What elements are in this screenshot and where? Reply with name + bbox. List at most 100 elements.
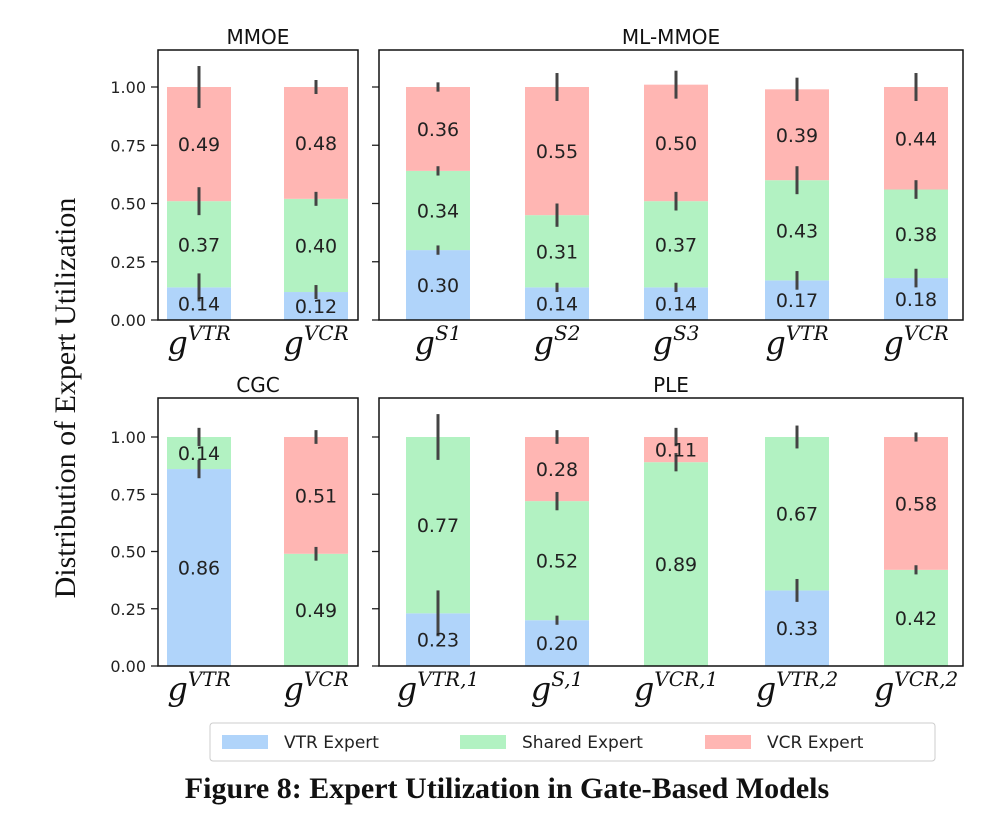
bar-shared-expert bbox=[525, 501, 589, 621]
axes-frame bbox=[378, 397, 964, 667]
data-label: 0.52 bbox=[536, 551, 578, 573]
x-tick-label: gS3 bbox=[653, 321, 700, 362]
data-label: 0.67 bbox=[776, 504, 818, 526]
data-label: 0.37 bbox=[655, 234, 697, 256]
y-tick-label: 1.00 bbox=[110, 428, 146, 447]
bar-shared-expert bbox=[884, 189, 948, 279]
bar-shared-expert bbox=[525, 215, 589, 288]
subplot-mmoe: MMOE 0.00 0.25 0.50 0.75 1.00 0.14 0.37 0.49 gVTR… bbox=[110, 25, 359, 362]
data-label: 0.49 bbox=[178, 134, 220, 156]
x-tick-label: gVTR,1 bbox=[397, 667, 479, 708]
legend-entry: VTR Expert bbox=[284, 733, 379, 753]
subplot-cgc: CGC 0.00 0.25 0.50 0.75 1.00 0.86 0.14 gVTR 0.49 0… bbox=[110, 373, 359, 708]
data-label: 0.14 bbox=[178, 443, 220, 465]
bar-shared-expert bbox=[765, 437, 829, 591]
bar-vcr-expert bbox=[525, 87, 589, 216]
bar-vtr-expert bbox=[525, 287, 589, 320]
data-label: 0.14 bbox=[536, 294, 578, 316]
legend-swatch bbox=[222, 735, 268, 749]
data-label: 0.34 bbox=[417, 200, 459, 222]
bar-vtr-expert bbox=[644, 287, 708, 320]
y-axis-label: Distribution of Expert Utilization bbox=[49, 198, 82, 599]
data-label: 0.39 bbox=[776, 125, 818, 147]
subplot-title: CGC bbox=[236, 373, 279, 397]
data-label: 0.50 bbox=[655, 133, 697, 155]
data-label: 0.58 bbox=[895, 493, 937, 515]
legend-swatch bbox=[705, 735, 751, 749]
x-tick-label: gVTR bbox=[167, 667, 230, 708]
subplot-ple: PLE 0.23 0.77 gVTR,1 0.20 0.52 0.28 gS,1 0.89 0.1… bbox=[372, 373, 964, 708]
subplot-title: PLE bbox=[653, 373, 689, 397]
bar-vcr-expert bbox=[284, 87, 348, 199]
data-label: 0.43 bbox=[776, 220, 818, 242]
legend-entry: VCR Expert bbox=[767, 733, 864, 753]
data-label: 0.37 bbox=[178, 234, 220, 256]
data-label: 0.77 bbox=[417, 515, 459, 537]
bar-shared-expert bbox=[284, 553, 348, 666]
x-tick-label: gS,1 bbox=[531, 667, 584, 708]
x-tick-label: gS2 bbox=[534, 321, 581, 362]
data-label: 0.14 bbox=[178, 294, 220, 316]
y-tick-label: 0.00 bbox=[110, 657, 146, 676]
data-label: 0.51 bbox=[295, 485, 337, 507]
data-label: 0.11 bbox=[655, 440, 697, 462]
axes-frame bbox=[157, 397, 359, 667]
legend-entry: Shared Expert bbox=[522, 733, 643, 753]
data-label: 0.17 bbox=[776, 290, 818, 312]
x-tick-label: gVTR bbox=[167, 321, 230, 362]
legend: VTR Expert Shared Expert VCR Expert bbox=[209, 722, 936, 762]
bar-vtr-expert bbox=[765, 590, 829, 666]
y-tick-label: 1.00 bbox=[110, 78, 146, 97]
data-label: 0.20 bbox=[536, 633, 578, 655]
data-label: 0.86 bbox=[178, 558, 220, 580]
y-tick-label: 0.00 bbox=[110, 311, 146, 330]
bar-shared-expert bbox=[284, 198, 348, 293]
bar-shared-expert bbox=[884, 569, 948, 666]
data-label: 0.38 bbox=[895, 224, 937, 246]
y-tick-label: 0.75 bbox=[110, 485, 146, 504]
bar-vcr-expert bbox=[884, 437, 948, 570]
subplot-title: ML-MMOE bbox=[622, 25, 720, 49]
bar-vtr-expert bbox=[167, 469, 231, 666]
bar-vcr-expert bbox=[765, 89, 829, 181]
y-tick-label: 0.50 bbox=[110, 543, 146, 562]
x-tick-label: gVCR bbox=[283, 321, 348, 362]
bar-vtr-expert bbox=[525, 620, 589, 666]
bar-vcr-expert bbox=[644, 84, 708, 202]
x-tick-label: gVTR bbox=[765, 321, 828, 362]
axes-frame bbox=[378, 49, 964, 321]
data-label: 0.55 bbox=[536, 141, 578, 163]
bar-vcr-expert bbox=[884, 87, 948, 190]
x-tick-label: gVCR bbox=[883, 321, 948, 362]
data-label: 0.30 bbox=[417, 275, 459, 297]
bar-vtr-expert bbox=[406, 250, 470, 320]
bar-shared-expert bbox=[406, 170, 470, 251]
x-tick-label: gS1 bbox=[415, 321, 462, 362]
bar-shared-expert bbox=[765, 180, 829, 281]
figure-caption: Figure 8: Expert Utilization in Gate-Bas… bbox=[185, 772, 829, 805]
y-tick-label: 0.75 bbox=[110, 136, 146, 155]
bar-shared-expert bbox=[644, 462, 708, 666]
data-label: 0.33 bbox=[776, 618, 818, 640]
data-label: 0.28 bbox=[536, 459, 578, 481]
legend-swatch bbox=[460, 735, 506, 749]
data-label: 0.18 bbox=[895, 289, 937, 311]
legend-frame bbox=[209, 722, 936, 762]
data-label: 0.12 bbox=[295, 296, 337, 318]
data-label: 0.23 bbox=[417, 630, 459, 652]
data-label: 0.49 bbox=[295, 600, 337, 622]
data-label: 0.44 bbox=[895, 128, 937, 150]
subplot-ml-mmoe: ML-MMOE 0.30 0.34 0.36 gS1 0.14 0.31 0.55 gS2 0.1… bbox=[372, 25, 964, 362]
bar-vcr-expert bbox=[525, 437, 589, 502]
data-label: 0.14 bbox=[655, 294, 697, 316]
x-tick-label: gVCR bbox=[283, 667, 348, 708]
bar-shared-expert bbox=[644, 201, 708, 288]
x-tick-label: gVCR,2 bbox=[874, 667, 958, 708]
x-tick-label: gVTR,2 bbox=[756, 667, 838, 708]
data-label: 0.48 bbox=[295, 133, 337, 155]
data-label: 0.40 bbox=[295, 235, 337, 257]
data-label: 0.36 bbox=[417, 119, 459, 141]
bar-shared-expert bbox=[406, 437, 470, 614]
y-tick-label: 0.50 bbox=[110, 195, 146, 214]
bar-shared-expert bbox=[167, 201, 231, 288]
